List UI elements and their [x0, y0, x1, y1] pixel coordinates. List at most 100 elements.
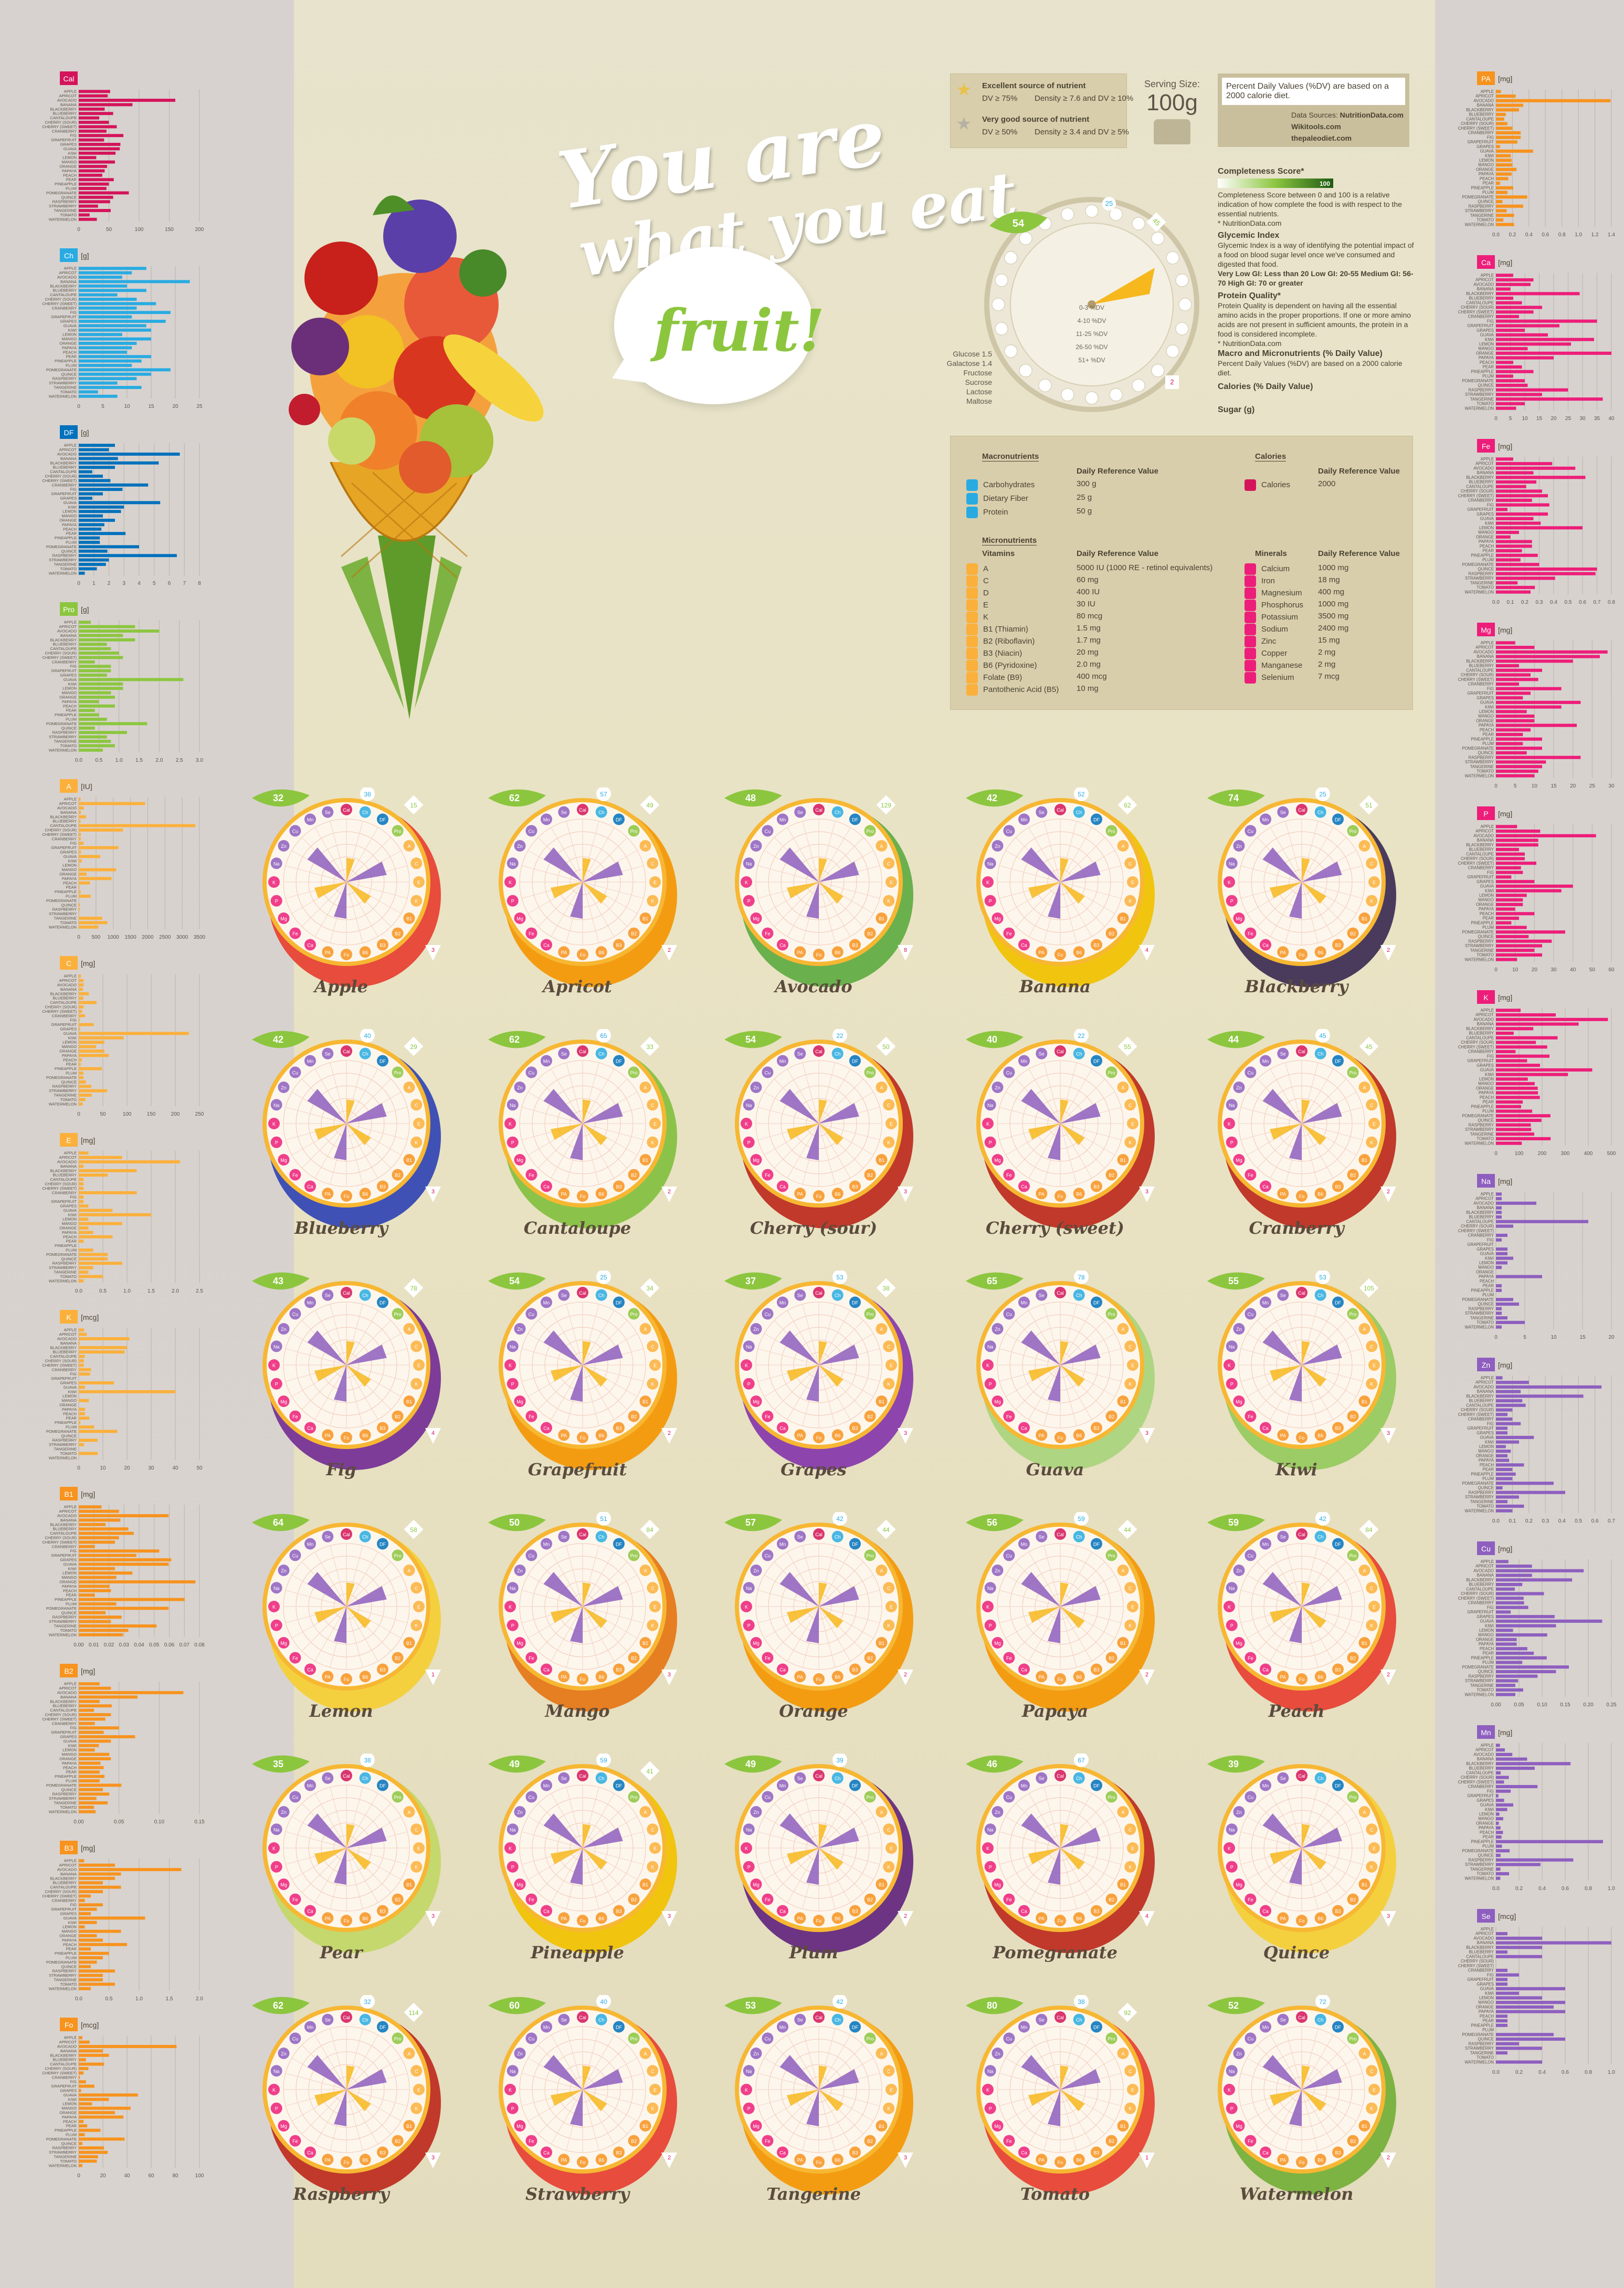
bar: [1496, 894, 1527, 897]
spoke: [1005, 1816, 1061, 1849]
category-label: LEMON: [1479, 1261, 1494, 1265]
bar: [79, 1761, 101, 1765]
calorie-value: 3: [1145, 1430, 1148, 1436]
nutrient-dot: [1358, 1395, 1370, 1407]
tick-label: 0.0: [1492, 600, 1500, 605]
nutrient-dot: [1073, 806, 1085, 818]
cal-row: Calories 2000: [1245, 479, 1335, 491]
nutrient-dot-label: A: [1363, 1810, 1366, 1815]
tick-label: 0.05: [1514, 1702, 1524, 1708]
spoke: [537, 1848, 583, 1893]
gi-badge: [360, 1754, 375, 1767]
nutrient-dot-label: K: [509, 1604, 512, 1610]
spoke: [346, 1848, 402, 1880]
radar-sector: [1302, 862, 1342, 882]
bar: [1496, 1504, 1524, 1508]
key-nutrient-dot: [1109, 388, 1123, 402]
nutrient-dot: [1226, 1099, 1238, 1111]
right-bar-panel-column: [1435, 0, 1624, 2288]
bar: [1496, 1114, 1551, 1118]
dv-value: 30 IU: [1077, 600, 1095, 608]
nutrient-dot-label: Fe: [529, 1173, 534, 1178]
tick-label: 0.4: [1538, 2070, 1546, 2075]
protein-badge: [1117, 1036, 1137, 1056]
radar-sector: [1048, 882, 1060, 919]
nutrient-dot: [1233, 1323, 1245, 1335]
nutrient-dot-label: K: [745, 1846, 748, 1851]
nutrient-dot-label: Ch: [362, 810, 368, 815]
nutrient-dot-label: DF: [616, 817, 622, 822]
bar: [1496, 1086, 1538, 1090]
gi-badge: [1315, 1271, 1330, 1284]
spoke: [1301, 1606, 1319, 1668]
spoke: [346, 1078, 392, 1124]
daily-values-table: Macronutrients Daily Reference Value Car…: [950, 436, 1413, 710]
radar-sector: [1302, 1607, 1326, 1629]
nutrient-dot: [849, 1663, 861, 1675]
completeness-score: 53: [745, 2000, 756, 2011]
nutrient-badge: [60, 1487, 78, 1500]
tick-label: 0.05: [114, 1819, 124, 1825]
protein-ref: * NutritionData.com: [1218, 339, 1282, 348]
tick-label: 2.0: [196, 1996, 203, 2002]
category-label: APPLE: [1481, 1927, 1494, 1932]
nutrient-dot-label: Se: [561, 1535, 567, 1540]
category-label: TANGERINE: [54, 385, 77, 390]
category-label: GRAPEFRUIT: [1467, 1058, 1494, 1063]
radar-sector: [1060, 882, 1085, 904]
fruit-name-label: Lemon: [309, 1701, 373, 1721]
macro-dv-header: Daily Reference Value: [1077, 467, 1158, 476]
bar: [1496, 1206, 1502, 1210]
category-label: PAPAYA: [1479, 1090, 1494, 1095]
spoke: [1257, 1123, 1302, 1169]
nutrient-dot-label: A: [1122, 2051, 1125, 2056]
bar: [79, 1916, 145, 1920]
category-label: GRAPEFRUIT: [51, 1199, 77, 1204]
radar-sector: [346, 1582, 355, 1607]
nutrient-dot: [322, 946, 334, 958]
category-label: STRAWBERRY: [49, 1973, 77, 1978]
nutrient-dot-label: Mg: [280, 1641, 287, 1646]
bar: [1496, 1261, 1507, 1265]
category-label: BANANA: [60, 1341, 77, 1346]
nutrient-dot-label: Se: [325, 1293, 331, 1298]
category-label: BLACKBERRY: [1466, 1761, 1494, 1766]
nutrient-dot-label: B3: [616, 2150, 621, 2156]
tick-label: 0.6: [1579, 600, 1586, 605]
nutrient-dot: [413, 2084, 425, 2095]
nutrient-dot-label: K: [745, 1121, 748, 1127]
fruit-name-label: Avocado: [775, 977, 852, 996]
nutrient-dot-label: Mn: [543, 1058, 550, 1064]
category-label: APRICOT: [1475, 1013, 1494, 1017]
category-label: GRAPES: [60, 1735, 77, 1739]
nutrient-dot-label: P: [989, 2106, 992, 2112]
nutrient-dot-label: PA: [797, 1191, 803, 1197]
nutrient-dot: [1224, 1842, 1235, 1854]
category-label: BANANA: [1477, 103, 1494, 108]
tick-label: 2.0: [155, 758, 163, 763]
spoke: [757, 1107, 819, 1124]
nutrient-dot-label: Cal: [579, 2015, 586, 2020]
bar: [1496, 862, 1536, 865]
nutrient-dot-label: B2: [631, 1173, 637, 1178]
category-label: LEMON: [62, 509, 77, 514]
spoke: [582, 881, 638, 914]
nutrient-dot: [278, 1082, 290, 1093]
nutrient-badge: [1477, 439, 1495, 453]
calorie-triangle: [898, 1187, 913, 1202]
nutrient-dot-label: C: [887, 1344, 891, 1349]
nutrient-dot: [885, 1118, 897, 1129]
nutrient-dot-label: A: [644, 1327, 647, 1332]
gi-value: 40: [364, 1032, 371, 1040]
bar: [79, 497, 92, 500]
radar-sector: [1302, 1365, 1326, 1387]
category-label: PEAR: [66, 1593, 77, 1598]
dv-name: D: [983, 588, 989, 597]
bar: [79, 2146, 104, 2150]
gi-badge: [1315, 1029, 1330, 1043]
nutrient-dot-label: Mg: [753, 916, 760, 921]
bar: [79, 696, 115, 699]
nutrient-dot-label: B6: [835, 1433, 840, 1438]
nutrient-dot-label: Zn: [753, 1810, 759, 1815]
nutrient-dot-label: E: [1373, 880, 1376, 885]
